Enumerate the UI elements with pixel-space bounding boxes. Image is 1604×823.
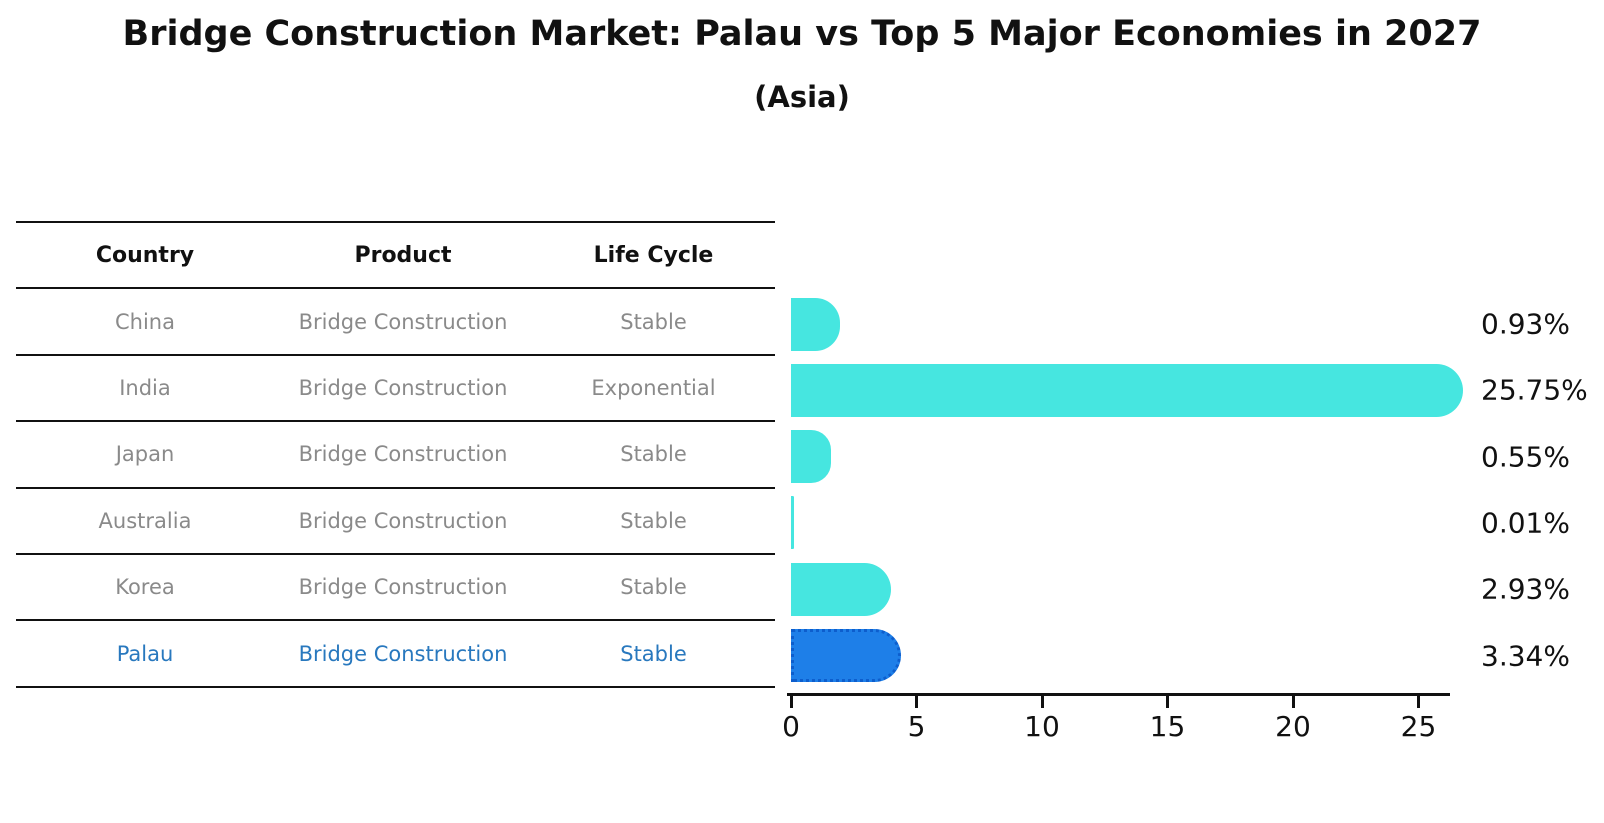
- value-label-japan: 0.55%: [1481, 440, 1570, 474]
- column-header-product: Product: [354, 242, 452, 268]
- table-row-australia: Australia Bridge Construction Stable: [16, 489, 775, 555]
- cell-country: China: [115, 309, 175, 334]
- cell-country: India: [119, 375, 171, 400]
- x-tick-label-15: 15: [1149, 710, 1186, 743]
- cell-country: Korea: [115, 575, 175, 600]
- summary-table: Country Product Life Cycle China Bridge C…: [16, 221, 775, 688]
- cell-life_cycle: Stable: [620, 309, 687, 334]
- x-tick-label-10: 10: [1024, 710, 1060, 743]
- x-tick-25: [1417, 696, 1420, 708]
- table-row-palau: Palau Bridge Construction Stable: [16, 621, 775, 688]
- cell-product: Bridge Construction: [298, 309, 508, 334]
- cell-life_cycle: Stable: [620, 508, 687, 533]
- x-tick-10: [1040, 696, 1044, 708]
- table-row-japan: Japan Bridge Construction Stable: [16, 422, 775, 489]
- bar-palau: [791, 629, 901, 682]
- value-label-china: 0.93%: [1481, 307, 1570, 341]
- x-tick-label-20: 20: [1275, 710, 1311, 743]
- cell-product: Bridge Construction: [298, 508, 508, 533]
- x-tick-label-0: 0: [782, 710, 800, 743]
- cell-country: Australia: [98, 508, 192, 533]
- table-header-row: Country Product Life Cycle: [16, 223, 775, 290]
- column-header-country: Country: [95, 242, 195, 268]
- table-row-china: China Bridge Construction Stable: [16, 289, 775, 356]
- cell-product: Bridge Construction: [298, 442, 508, 467]
- bar-china: [791, 297, 841, 351]
- x-tick-0: [789, 696, 793, 708]
- bar-japan: [791, 430, 831, 484]
- column-header-lifecycle: Life Cycle: [593, 242, 714, 268]
- cell-life_cycle: Stable: [620, 575, 687, 600]
- table-row-korea: Korea Bridge Construction Stable: [16, 555, 775, 622]
- cell-country: Palau: [116, 641, 174, 666]
- value-label-india: 25.75%: [1481, 373, 1588, 407]
- x-tick-5: [915, 696, 918, 708]
- value-label-australia: 0.01%: [1481, 506, 1570, 540]
- cell-country: Japan: [115, 442, 175, 467]
- x-tick-label-25: 25: [1400, 710, 1437, 743]
- chart-title: Bridge Construction Market: Palau vs Top…: [122, 14, 1482, 54]
- chart-subtitle: (Asia): [754, 80, 850, 114]
- x-tick-20: [1291, 696, 1295, 708]
- cell-life_cycle: Stable: [620, 641, 687, 666]
- bar-india: [791, 363, 1464, 417]
- cell-product: Bridge Construction: [298, 575, 508, 600]
- x-axis-line: [787, 693, 1450, 696]
- x-tick-label-5: 5: [907, 710, 926, 743]
- table-row-india: India Bridge Construction Exponential: [16, 356, 775, 423]
- cell-life_cycle: Exponential: [591, 375, 716, 400]
- cell-product: Bridge Construction: [298, 375, 508, 400]
- x-tick-15: [1166, 696, 1169, 708]
- cell-product: Bridge Construction: [298, 641, 508, 666]
- bar-korea: [791, 562, 891, 616]
- value-label-korea: 2.93%: [1481, 572, 1570, 606]
- bar-australia: [791, 496, 794, 550]
- value-label-palau: 3.34%: [1481, 639, 1570, 672]
- table-body: China Bridge Construction Stable India Bridg…: [16, 289, 775, 688]
- cell-life_cycle: Stable: [620, 442, 687, 467]
